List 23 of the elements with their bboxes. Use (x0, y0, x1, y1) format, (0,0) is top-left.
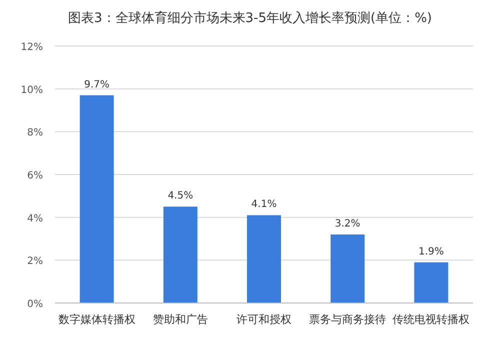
data-label: 9.7% (84, 79, 110, 90)
x-tick-label: 票务与商务接待 (309, 313, 386, 326)
x-tick-label: 传统电视转播权 (392, 313, 470, 326)
y-tick-label: 2% (27, 256, 43, 268)
x-tick-label: 数字媒体转播权 (58, 313, 136, 326)
data-label: 4.5% (168, 190, 194, 202)
data-label: 1.9% (418, 246, 444, 258)
data-label: 4.1% (251, 199, 277, 210)
bar (330, 234, 365, 303)
chart-title: 图表3：全球体育细分市场未来3-5年收入增长率预测(单位：%) (68, 10, 432, 26)
y-tick-label: 6% (27, 170, 43, 182)
y-tick-label: 8% (27, 128, 43, 139)
bar (80, 95, 114, 303)
bar (163, 206, 198, 303)
x-tick-label: 赞助和广告 (152, 313, 208, 326)
x-tick-label: 许可和授权 (236, 313, 292, 326)
bar (247, 215, 281, 303)
data-label: 3.2% (334, 218, 360, 230)
y-tick-label: 4% (27, 213, 43, 224)
y-tick-label: 0% (27, 299, 43, 310)
bar (414, 262, 448, 303)
y-tick-label: 10% (20, 84, 43, 96)
y-tick-label: 12% (20, 42, 43, 53)
